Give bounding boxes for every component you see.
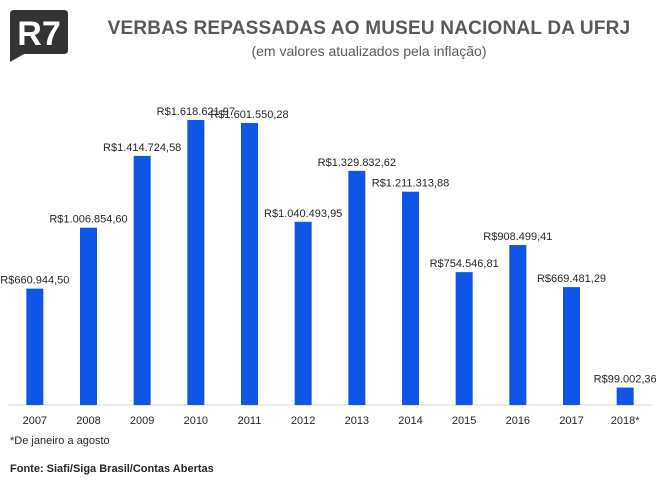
x-tick-label-2016: 2016 [506, 415, 530, 427]
data-label-2007: R$660.944,50 [0, 275, 69, 287]
bar-2017 [563, 287, 580, 405]
x-tick-label-2015: 2015 [452, 415, 476, 427]
bar-2009 [133, 155, 151, 405]
x-tick-label-2010: 2010 [184, 415, 208, 427]
data-label-2012: R$1.040.493,95 [264, 208, 342, 220]
data-label-2015: R$754.546,81 [430, 258, 499, 270]
x-tick-label-2008: 2008 [76, 415, 100, 427]
data-label-2017: R$669.481,29 [537, 273, 606, 285]
r7-logo: R7 [10, 10, 68, 62]
x-tick-label-2013: 2013 [345, 415, 369, 427]
svg-text:R7: R7 [17, 15, 60, 53]
x-tick-label-2009: 2009 [130, 415, 154, 427]
data-label-2016: R$908.499,41 [483, 231, 552, 243]
chart-title: VERBAS REPASSADAS AO MUSEU NACIONAL DA U… [107, 18, 631, 39]
footnote: *De janeiro a agosto [10, 435, 110, 447]
data-label-2009: R$1.414.724,58 [103, 142, 181, 154]
chart-subtitle: (em valores atualizados pela inflação) [251, 43, 487, 59]
bar-2012 [294, 221, 312, 405]
bar-2018* [616, 387, 634, 405]
source-note: Fonte: Siafi/Siga Brasil/Contas Abertas [10, 463, 214, 475]
data-label-2011: R$1.601.550,28 [210, 109, 288, 121]
bar-2014 [402, 191, 419, 405]
bar-2011 [241, 123, 258, 405]
x-tick-label-2007: 2007 [23, 415, 47, 427]
x-tick-label-2011: 2011 [238, 415, 262, 427]
x-tick-label-2012: 2012 [291, 415, 315, 427]
x-tick-label-2014: 2014 [398, 415, 422, 427]
bar-2015 [455, 272, 473, 405]
data-label-2010: R$1.618.621,97 [157, 106, 235, 118]
data-label-2008: R$1.006.854,60 [49, 214, 127, 226]
data-label-2013: R$1.329.832,62 [318, 157, 396, 169]
x-tick-label-2017: 2017 [559, 415, 583, 427]
bar-2016 [509, 245, 527, 405]
x-tick-label-2018*: 2018* [611, 415, 640, 427]
bar-2010 [187, 120, 205, 405]
bar-2008 [80, 227, 97, 405]
bar-2007 [26, 288, 44, 405]
bar-2013 [348, 170, 366, 405]
data-label-2018*: R$99.002,36 [594, 374, 657, 386]
data-label-2014: R$1.211.313,88 [372, 178, 449, 190]
